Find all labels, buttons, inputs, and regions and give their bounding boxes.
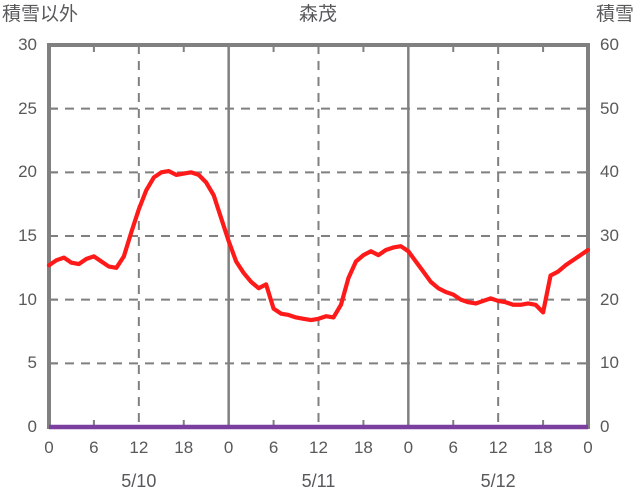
left-axis-tick-15: 15: [18, 226, 37, 245]
x-axis-tick-9: 6: [448, 438, 458, 457]
right-axis-tick-50: 50: [600, 98, 619, 118]
x-axis-tick-1: 6: [89, 438, 99, 457]
series-line-other-than-snow: [46, 168, 591, 323]
x-axis-tick-12: 0: [583, 438, 593, 457]
x-axis-tick-11: 18: [533, 438, 553, 457]
x-axis-tick-3: 18: [174, 438, 194, 457]
right-axis-tick-10: 10: [600, 353, 619, 373]
left-axis-tick-5: 5: [27, 353, 37, 373]
left-axis-tick-20: 20: [18, 162, 37, 182]
left-axis-title: 積雪以外: [2, 4, 79, 25]
x-axis-tick-10: 12: [488, 438, 508, 457]
x-axis-tick-0: 0: [44, 438, 54, 457]
x-axis-tick-8: 0: [403, 438, 414, 457]
x-axis-tick-4: 0: [223, 438, 234, 457]
left-axis-tick-30: 30: [18, 35, 37, 54]
right-axis-tick-20: 20: [600, 289, 619, 309]
day-label-0: 5/10: [121, 471, 157, 491]
right-axis-tick-60: 60: [600, 35, 619, 54]
left-axis-tick-25: 25: [18, 98, 37, 118]
day-label-1: 5/11: [301, 471, 336, 491]
right-axis-tick-0: 0: [600, 417, 610, 436]
x-axis-tick-2: 12: [129, 438, 149, 457]
x-axis-tick-6: 12: [309, 438, 328, 457]
right-axis-tick-40: 40: [600, 162, 619, 182]
x-axis-tick-7: 18: [353, 438, 373, 457]
left-axis-tick-0: 0: [27, 417, 37, 436]
x-axis-tick-5: 6: [268, 438, 279, 457]
chart-title: 森茂: [298, 4, 337, 25]
right-axis-tick-30: 30: [600, 226, 619, 245]
day-label-2: 5/12: [480, 471, 516, 491]
right-axis-title: 積雪: [595, 4, 634, 25]
left-axis-tick-10: 10: [18, 289, 37, 309]
